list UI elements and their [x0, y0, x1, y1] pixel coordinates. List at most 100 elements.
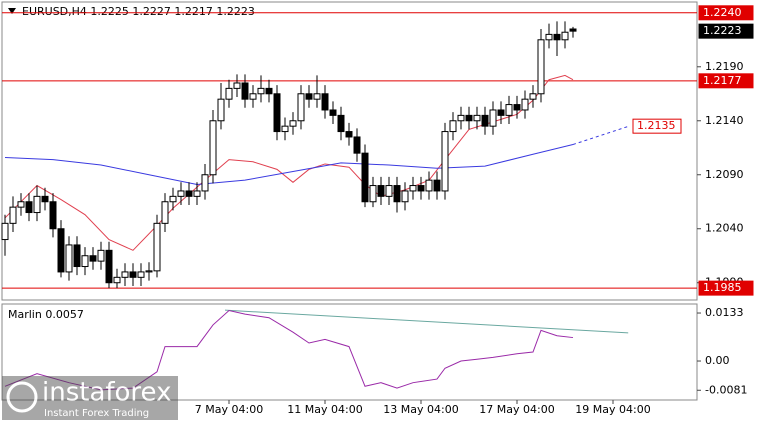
candle-body	[153, 222, 161, 272]
price-label: 1.2223	[703, 24, 742, 37]
candle-body	[457, 114, 465, 122]
candle-body	[337, 114, 345, 133]
candle-body	[193, 190, 201, 197]
candle-body	[201, 174, 209, 192]
candle-body	[425, 179, 433, 192]
candle-body	[145, 270, 153, 273]
candle-body	[553, 33, 561, 41]
candle-body	[41, 195, 49, 203]
projection-line	[572, 125, 630, 145]
moving-average	[4, 74, 574, 251]
price-label-box	[698, 23, 754, 39]
candle-body	[73, 244, 81, 268]
candle-body	[65, 244, 73, 273]
candle-body	[369, 185, 377, 203]
candle-body	[521, 98, 529, 111]
candle-body	[257, 87, 265, 95]
candle-body	[81, 255, 89, 268]
candle-body	[545, 33, 553, 41]
candle-body	[345, 131, 353, 138]
candle-body	[409, 185, 417, 192]
candle-body	[17, 201, 25, 208]
watermark: instaforex Instant Forex Trading	[2, 376, 178, 420]
candle-body	[505, 104, 513, 116]
candle-body	[353, 136, 361, 154]
candle-body	[385, 185, 393, 197]
chart-title: EURUSD,H4 1.2225 1.2227 1.2217 1.2223	[22, 5, 255, 18]
x-tick-label: 7 May 04:00	[195, 403, 263, 416]
candle-body	[9, 206, 17, 224]
price-label-box	[698, 5, 754, 21]
price-label: 1.2240	[703, 6, 742, 19]
watermark-bg	[2, 376, 178, 420]
candle-body	[121, 271, 129, 278]
watermark-logo	[6, 381, 38, 413]
candle-body	[1, 222, 9, 241]
price-label: 1.2177	[703, 74, 742, 87]
projection-label-box	[632, 118, 682, 134]
candle-body	[225, 87, 233, 100]
candle-body	[209, 120, 217, 176]
candle-body	[313, 93, 321, 100]
y-tick-label: 1.2140	[705, 114, 744, 127]
trend-line	[224, 309, 629, 334]
candle-body	[449, 120, 457, 133]
candle-body	[417, 185, 425, 192]
candle-body	[537, 39, 545, 95]
candle-body	[273, 93, 281, 133]
y-tick-label: 1.2090	[705, 168, 744, 181]
x-tick-label: 19 May 04:00	[575, 403, 650, 416]
candle-body	[329, 109, 337, 116]
candle-body	[513, 104, 521, 111]
candle-body	[297, 93, 305, 122]
y-tick-label: 1.2190	[705, 60, 744, 73]
candle-body	[489, 109, 497, 127]
price-label: 1.1985	[703, 281, 742, 294]
candle-body	[569, 28, 577, 32]
candle-body	[185, 190, 193, 197]
y-tick-label: -0.0081	[705, 383, 747, 396]
price-label-box	[698, 280, 754, 296]
candle-body	[161, 201, 169, 224]
projection-label: 1.2135	[637, 119, 676, 132]
candle-body	[217, 98, 225, 122]
moving-average	[4, 144, 574, 185]
candle-body	[57, 228, 65, 273]
y-tick-label: 0.0133	[705, 306, 744, 319]
candle-body	[113, 276, 121, 284]
x-tick-label: 13 May 04:00	[383, 403, 458, 416]
y-tick-label: 0.00	[705, 354, 730, 367]
y-tick-label: 1.2040	[705, 222, 744, 235]
candle-body	[177, 190, 185, 197]
x-tick-label: 11 May 04:00	[287, 403, 362, 416]
candle-body	[33, 195, 41, 214]
indicator-line	[4, 309, 574, 391]
candle-body	[137, 271, 145, 278]
indicator-pane	[1, 303, 698, 401]
candle-body	[465, 114, 473, 122]
candle-body	[433, 179, 441, 192]
candle-body	[393, 185, 401, 203]
candle-body	[249, 93, 257, 100]
candle-body	[241, 82, 249, 100]
candle-body	[481, 114, 489, 127]
candle-body	[497, 109, 505, 116]
candle-body	[561, 31, 569, 41]
candle-body	[129, 271, 137, 278]
watermark-tagline: Instant Forex Trading	[44, 408, 149, 419]
candle-body	[105, 249, 113, 284]
candle-body	[305, 93, 313, 100]
main-pane	[1, 1, 698, 301]
candle-body	[169, 195, 177, 203]
candle-body	[401, 190, 409, 203]
candle-body	[265, 87, 273, 95]
candle-body	[441, 131, 449, 192]
candle-body	[361, 152, 369, 203]
candle-body	[377, 185, 385, 197]
title-icon	[8, 8, 16, 14]
candle-body	[281, 125, 289, 133]
price-label-box	[698, 73, 754, 89]
